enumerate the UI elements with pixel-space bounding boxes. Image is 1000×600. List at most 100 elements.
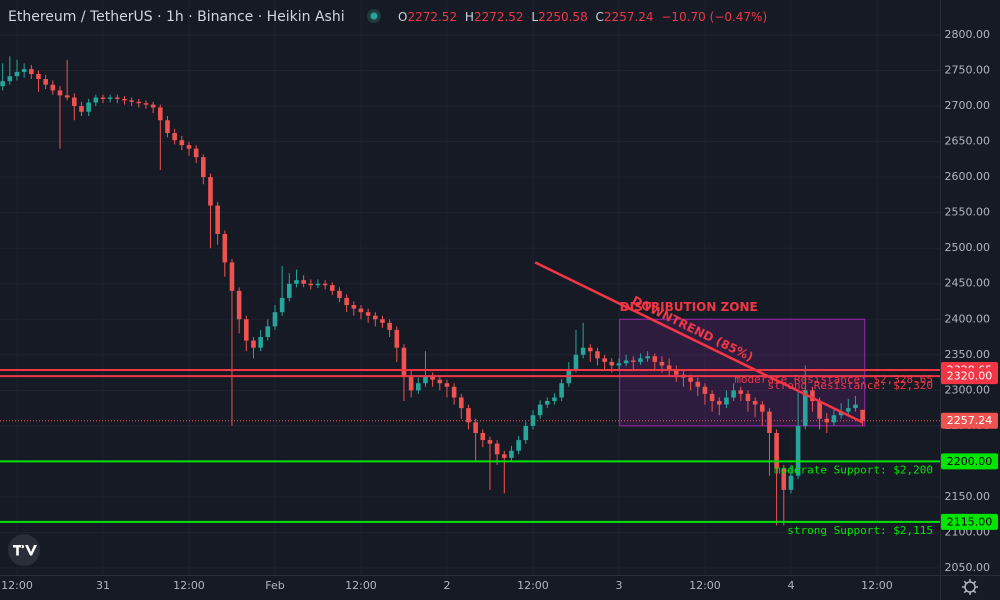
candle-body [781,468,787,490]
candle-body [788,475,794,490]
x-tick-label: 12:00 [345,579,377,592]
candle-body [752,401,758,405]
candle-body [724,397,729,405]
candle-body [638,358,643,362]
candle-body [150,104,156,108]
status-dot [370,12,378,20]
candle-body [652,356,658,362]
y-tick-label: 2600.00 [945,170,991,183]
candle-body [122,98,127,101]
legend-change: −10.70 (−0.47%) [661,10,767,24]
candle-body [251,340,256,348]
candle-body [423,376,428,384]
candle-body [236,290,242,320]
candle-body [458,397,464,409]
candle-body [444,383,450,387]
candle-body [845,408,851,412]
candle-body [7,76,13,82]
candle-body [688,377,693,382]
candle-body [430,376,435,380]
candle-body [344,297,349,306]
candle-body [86,102,91,112]
candle-body [387,322,392,330]
candle-body [616,363,622,366]
y-tick-label: 2650.00 [945,135,991,148]
candle-body [802,390,808,426]
legend-value: 2272.52 [474,10,524,24]
candle-body [623,360,629,364]
price-tag [941,412,998,429]
level-note: strong Resistance: $2,320 [767,379,933,392]
legend-value: 2250.58 [538,10,588,24]
candle-body [222,233,228,263]
tv-logo[interactable] [8,534,40,566]
candle-body [229,262,235,291]
candle-body [559,383,564,398]
candle-body [0,81,5,87]
candle-body [408,376,414,391]
y-tick-label: 2750.00 [945,64,991,77]
chart-title: Ethereum / TetherUS · 1h · Binance · Hei… [8,9,345,25]
candle-body [272,312,278,327]
candle-body [480,432,486,441]
price-tag-label: 2200.00 [947,455,993,468]
settings-icon[interactable] [962,579,978,595]
candle-body [265,326,271,338]
candle-body [573,354,579,370]
candle-body [466,408,471,423]
grid [0,0,940,575]
candle-body [824,418,830,423]
candle-body [860,409,865,421]
candle-body [552,397,557,402]
candle-body [695,381,701,387]
level-note: strong Support: $2,115 [787,524,933,537]
distribution-zone [619,318,866,427]
candle-body [774,432,779,469]
candle-body [659,361,665,366]
price-tag-label: 2257.24 [947,414,993,427]
candle-body [179,140,185,146]
level-note: moderate Support: $2,200 [774,463,933,476]
candle-body [143,103,149,105]
candle-body [208,177,213,206]
candle-body [21,69,27,72]
candle-body [193,148,199,158]
candle-body [79,106,84,112]
candle-body [258,337,263,348]
candle-body [36,74,41,80]
trend-line [534,261,864,424]
candle-body [201,157,206,178]
candle-body [64,95,70,98]
candle-body [759,404,765,412]
candle-body [738,390,744,394]
legend-key: L [531,10,538,24]
candle-body [14,71,20,77]
y-tick-label: 2350.00 [945,348,991,361]
candle-body [473,422,478,433]
zone-label: DISTRIBUTION ZONE [620,300,758,314]
candle-body [745,393,751,402]
candle-body [702,386,708,394]
candle-body [494,443,500,455]
y-tick-label: 2550.00 [945,206,991,219]
candle-body [100,97,106,99]
legend-key: O [398,10,407,24]
price-tag [941,368,998,385]
candle-body [372,315,378,320]
logo-bg [8,534,40,566]
candle-body [129,100,134,102]
candle-body [795,425,801,476]
candle-body [72,97,77,107]
candle-body [595,351,600,359]
x-tick-label: 12:00 [517,579,549,592]
x-tick-label: 4 [787,579,794,592]
candle-body [136,101,142,104]
candle-body [351,305,357,309]
legend-key: C [596,10,604,24]
price-tag-label: 2320.00 [947,370,993,383]
price-tag-label: 2115.00 [947,515,993,528]
